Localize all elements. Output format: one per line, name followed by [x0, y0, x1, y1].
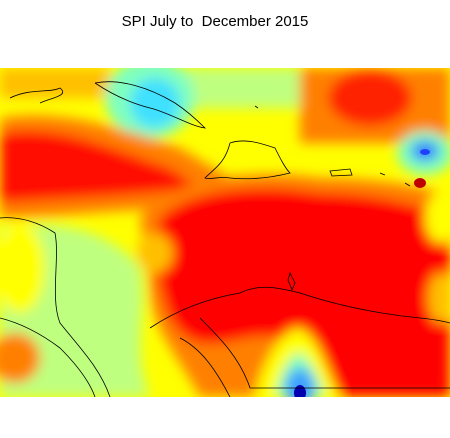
contour	[130, 78, 180, 128]
contour	[0, 223, 45, 313]
coastline	[199, 317, 450, 389]
coastline	[287, 271, 296, 292]
coastline	[254, 105, 411, 187]
contour	[0, 130, 200, 203]
coastline	[0, 317, 96, 397]
contours	[0, 68, 450, 397]
contour-core	[414, 178, 426, 188]
contour	[328, 70, 412, 126]
field	[0, 68, 450, 397]
contour-core	[420, 149, 430, 155]
spi-map	[0, 68, 450, 397]
contour	[285, 368, 315, 397]
contour	[137, 233, 173, 273]
coastlines	[0, 81, 450, 397]
coastline	[179, 337, 231, 397]
map-title: SPI July to December 2015	[121, 13, 309, 30]
contour	[0, 333, 40, 383]
contour	[0, 68, 110, 98]
coastline	[9, 87, 63, 104]
coastline	[204, 140, 291, 180]
coastline	[0, 217, 111, 397]
contour	[425, 193, 450, 243]
coastline	[149, 286, 450, 329]
coastline	[329, 168, 353, 177]
contour	[428, 273, 450, 323]
contour	[180, 68, 300, 108]
contour	[155, 188, 450, 397]
coastline	[94, 81, 207, 129]
